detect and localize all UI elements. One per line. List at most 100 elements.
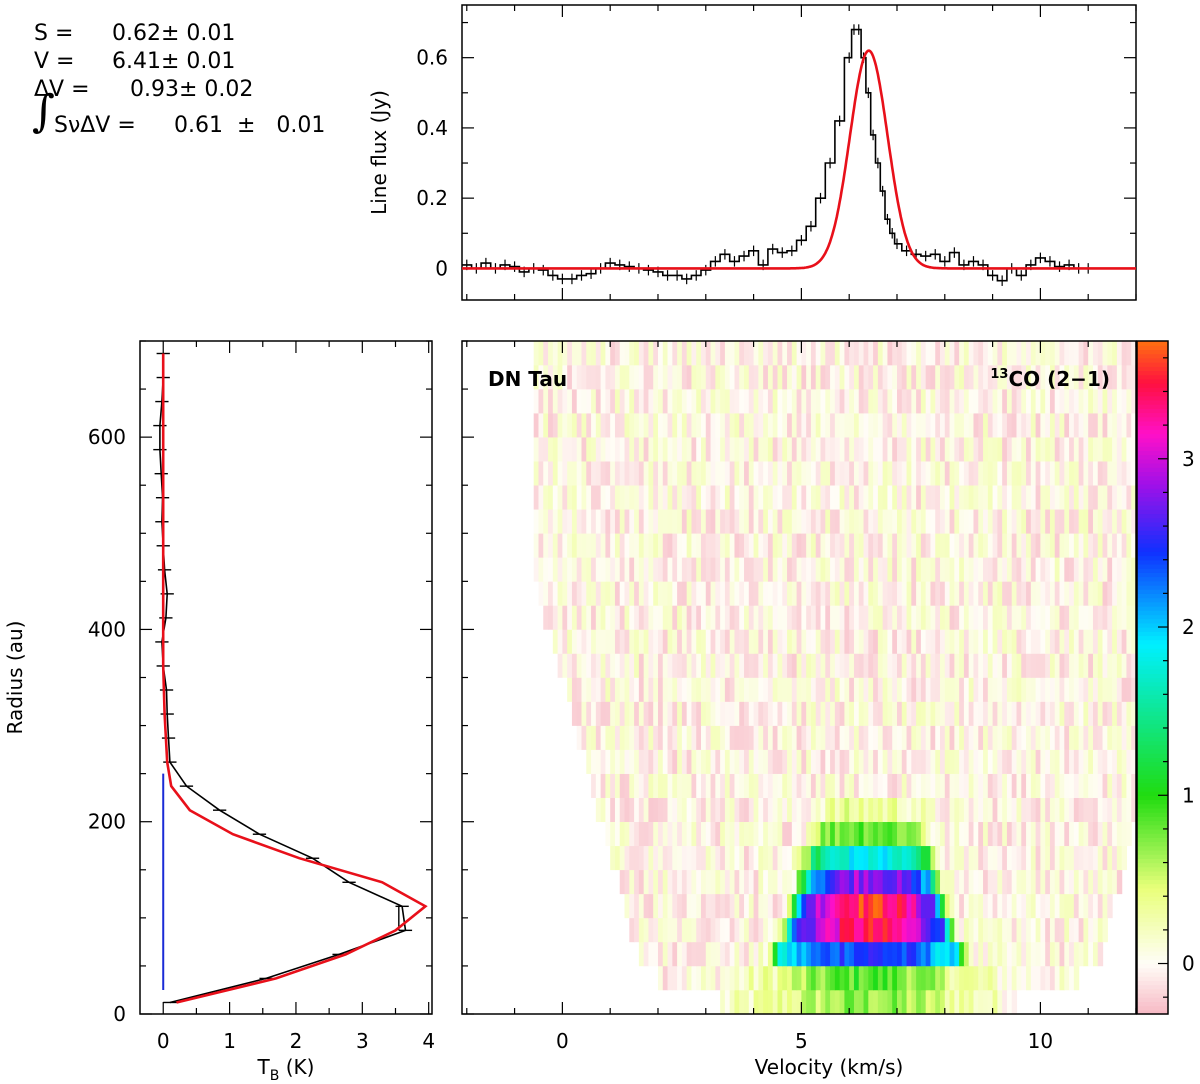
pv-cell: [643, 749, 650, 774]
pv-cell: [1049, 533, 1056, 558]
pv-cell: [849, 917, 855, 943]
pv-cell: [557, 509, 563, 534]
pv-cell: [672, 677, 678, 702]
pv-cell: [1069, 437, 1075, 462]
pv-cell: [1102, 893, 1108, 919]
pv-cell: [662, 821, 669, 847]
pv-cell: [619, 437, 626, 462]
pv-cell: [920, 797, 927, 823]
pv-cell: [796, 821, 802, 847]
pv-cell: [815, 821, 822, 847]
pv-cell: [638, 917, 645, 943]
pv-cell: [844, 677, 850, 702]
pv-cell: [677, 485, 683, 510]
pv-cell: [796, 773, 802, 798]
pv-cell: [715, 485, 721, 510]
pv-cell: [968, 389, 975, 414]
colorbar-segment: [1137, 416, 1168, 422]
pv-cell: [1116, 701, 1123, 726]
pv-cell: [1016, 965, 1022, 991]
pv-cell: [567, 605, 573, 630]
pv-cell: [901, 533, 908, 558]
pv-cell: [744, 749, 750, 774]
pv-cell: [724, 989, 731, 1014]
pv-cell: [849, 749, 855, 774]
pv-cell: [653, 365, 659, 390]
pv-cell: [916, 917, 922, 943]
pv-cell: [548, 533, 554, 558]
pv-cell: [1054, 869, 1061, 895]
pv-cell: [1073, 797, 1080, 823]
colorbar-segment: [1137, 601, 1168, 607]
pv-cell: [782, 725, 788, 750]
pv-cell: [653, 653, 659, 678]
pv-cell: [853, 389, 860, 414]
pv-cell: [882, 917, 889, 943]
colorbar-segment: [1137, 500, 1168, 506]
pv-cell: [896, 701, 903, 726]
pv-cell: [1112, 845, 1118, 871]
pv-cell: [595, 389, 602, 414]
pv-cell: [920, 557, 927, 582]
pv-cell: [1021, 965, 1027, 991]
pv-cell: [562, 581, 568, 606]
pv-cell: [992, 749, 998, 774]
pv-cell: [715, 413, 721, 438]
pv-cell: [677, 533, 683, 558]
pv-cell: [853, 533, 860, 558]
pv-cell: [935, 341, 941, 366]
pv-cell: [1021, 821, 1027, 847]
pv-cell: [839, 485, 846, 510]
pv-cell: [920, 677, 927, 702]
colorbar-segment: [1137, 955, 1168, 960]
pv-cell: [1083, 581, 1089, 606]
pv-cell: [911, 773, 917, 798]
pv-cell: [748, 605, 755, 630]
colorbar-segment: [1137, 736, 1168, 742]
pv-cell: [791, 989, 798, 1014]
pv-cell: [863, 701, 869, 726]
colorbar-segment: [1137, 462, 1168, 468]
pv-cell: [1107, 605, 1113, 630]
pv-cell: [1078, 485, 1085, 510]
pv-cell: [1035, 821, 1041, 847]
pv-cell: [715, 749, 721, 774]
pv-cell: [576, 365, 583, 390]
pv-cell: [1035, 701, 1041, 726]
pv-cell: [983, 581, 989, 606]
pv-cell: [715, 509, 721, 534]
pv-cell: [830, 797, 836, 823]
pv-cell: [1006, 821, 1013, 847]
pv-cell: [925, 869, 932, 895]
pv-cell: [1030, 797, 1037, 823]
pv-cell: [739, 677, 745, 702]
pv-cell: [877, 485, 884, 510]
pv-cell: [815, 365, 822, 390]
colorbar-segment: [1137, 971, 1168, 977]
pv-cell: [767, 749, 774, 774]
pv-cell: [691, 605, 697, 630]
pv-cell: [1126, 413, 1132, 438]
pv-cell: [701, 773, 707, 798]
pv-cell: [710, 821, 716, 847]
pv-cell: [901, 365, 908, 390]
pv-cell: [1049, 581, 1056, 606]
pv-cell: [1002, 677, 1008, 702]
spectrum-gaussian-fit: [462, 49, 1136, 270]
pv-cell: [715, 701, 721, 726]
pv-cell: [681, 413, 688, 438]
pv-cell: [1035, 797, 1041, 823]
colorbar-segment: [1137, 425, 1168, 430]
pv-cell: [787, 965, 793, 991]
pv-cell: [896, 581, 903, 606]
pv-cell: [1078, 773, 1085, 798]
pv-cell: [987, 749, 994, 774]
pv-cell: [1097, 437, 1104, 462]
pv-cell: [782, 677, 788, 702]
pv-cell: [595, 365, 602, 390]
pv-cell: [973, 605, 979, 630]
pv-cell: [629, 749, 635, 774]
spectrum-histogram: [462, 28, 1093, 282]
pv-cell: [739, 605, 745, 630]
pv-cell: [954, 653, 960, 678]
